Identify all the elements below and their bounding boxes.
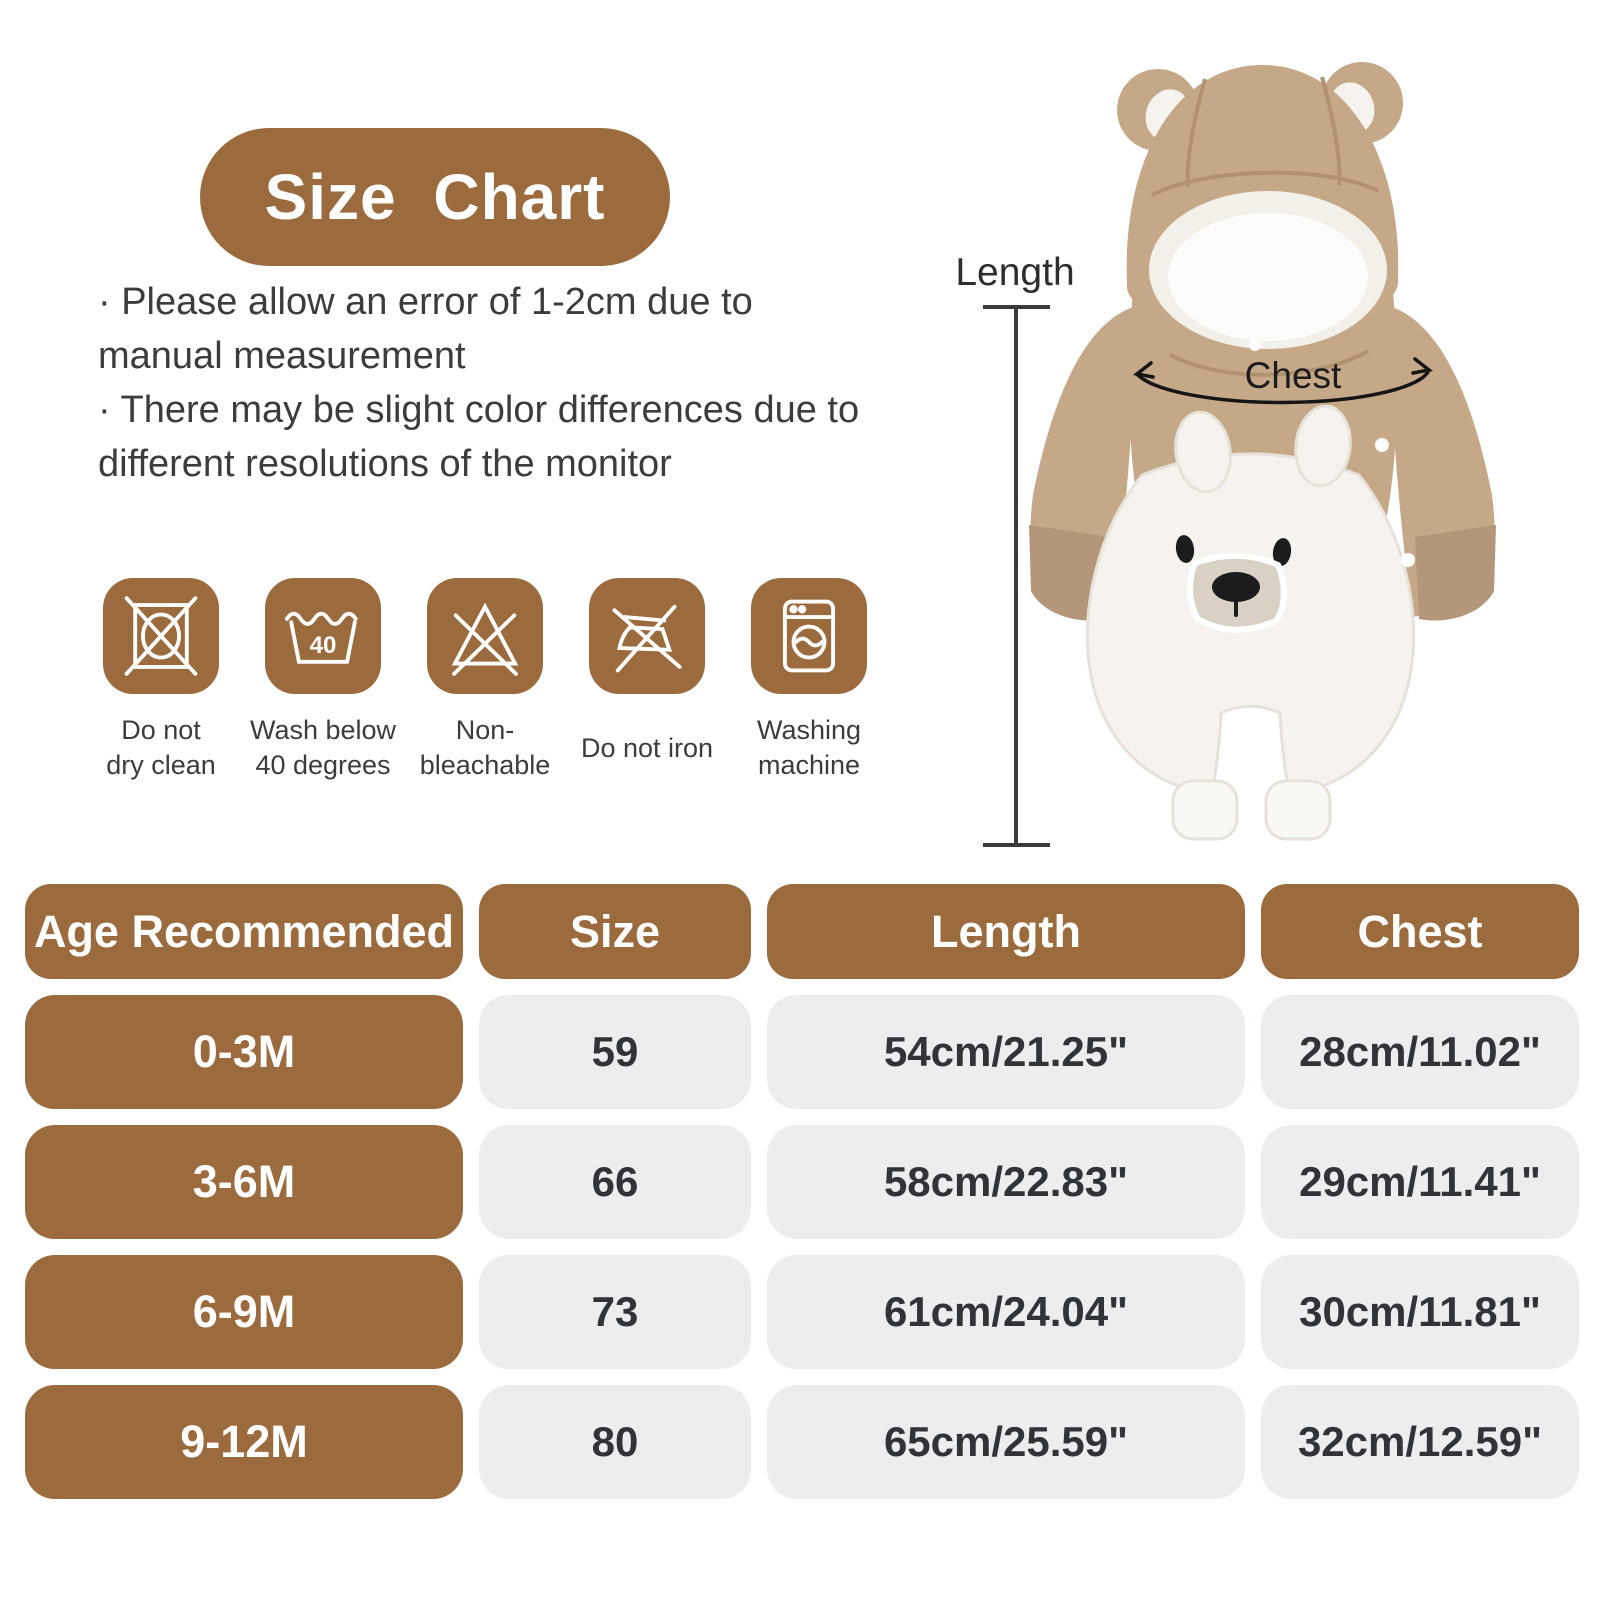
header-length: Length [767,884,1245,979]
age-cell: 0-3M [25,995,463,1109]
size-table: Age Recommended Size Length Chest 0-3M 5… [25,884,1581,1499]
chest-measure-arc [1132,357,1434,405]
size-chart-title-pill: Size Chart [200,128,670,266]
bear-romper-illustration [983,62,1496,847]
svg-text:40: 40 [310,632,337,659]
chest-annotation-label: Chest [1244,355,1342,396]
care-label: Do not iron [580,732,714,763]
note-line: · Please allow an error of 1-2cm due to … [98,281,753,377]
chest-cell: 29cm/11.41" [1261,1125,1579,1239]
wash-below-40-icon: 40 [265,578,381,694]
washing-machine-icon [751,578,867,694]
page-title: Size Chart [264,161,606,233]
length-measure-line [983,305,1050,847]
do-not-dry-clean-icon [103,578,219,694]
header-chest: Chest [1261,884,1579,979]
product-image: Length Chest [930,55,1590,870]
header-age-recommended: Age Recommended [25,884,463,979]
size-cell: 80 [479,1385,751,1499]
length-cell: 65cm/25.59" [767,1385,1245,1499]
care-item-wash-below-40: 40 Wash below 40 degrees [248,578,398,790]
length-cell: 58cm/22.83" [767,1125,1245,1239]
measurement-notes: · Please allow an error of 1-2cm due to … [98,276,873,492]
care-label: Do not dry clean [106,715,216,780]
header-size: Size [479,884,751,979]
length-annotation-label: Length [955,251,1075,294]
length-cell: 54cm/21.25" [767,995,1245,1109]
size-cell: 59 [479,995,751,1109]
note-line: · There may be slight color differences … [98,388,860,485]
care-label: Non- bleachable [419,715,551,780]
size-cell: 73 [479,1255,751,1369]
care-item-washing-machine: Washing machine [734,578,884,790]
chest-cell: 30cm/11.81" [1261,1255,1579,1369]
care-label: Washing machine [756,715,862,780]
age-cell: 9-12M [25,1385,463,1499]
age-cell: 6-9M [25,1255,463,1369]
care-item-non-bleachable: Non- bleachable [410,578,560,790]
care-item-do-not-iron: Do not iron [572,578,722,790]
care-item-do-not-dry-clean: Do not dry clean [86,578,236,790]
length-cell: 61cm/24.04" [767,1255,1245,1369]
age-cell: 3-6M [25,1125,463,1239]
care-label: Wash below 40 degrees [249,715,397,780]
care-instructions-row: Do not dry clean 40 Wash below 40 degree… [86,578,884,790]
chest-cell: 28cm/11.02" [1261,995,1579,1109]
non-bleachable-icon [427,578,543,694]
size-cell: 66 [479,1125,751,1239]
chest-cell: 32cm/12.59" [1261,1385,1579,1499]
do-not-iron-icon [589,578,705,694]
